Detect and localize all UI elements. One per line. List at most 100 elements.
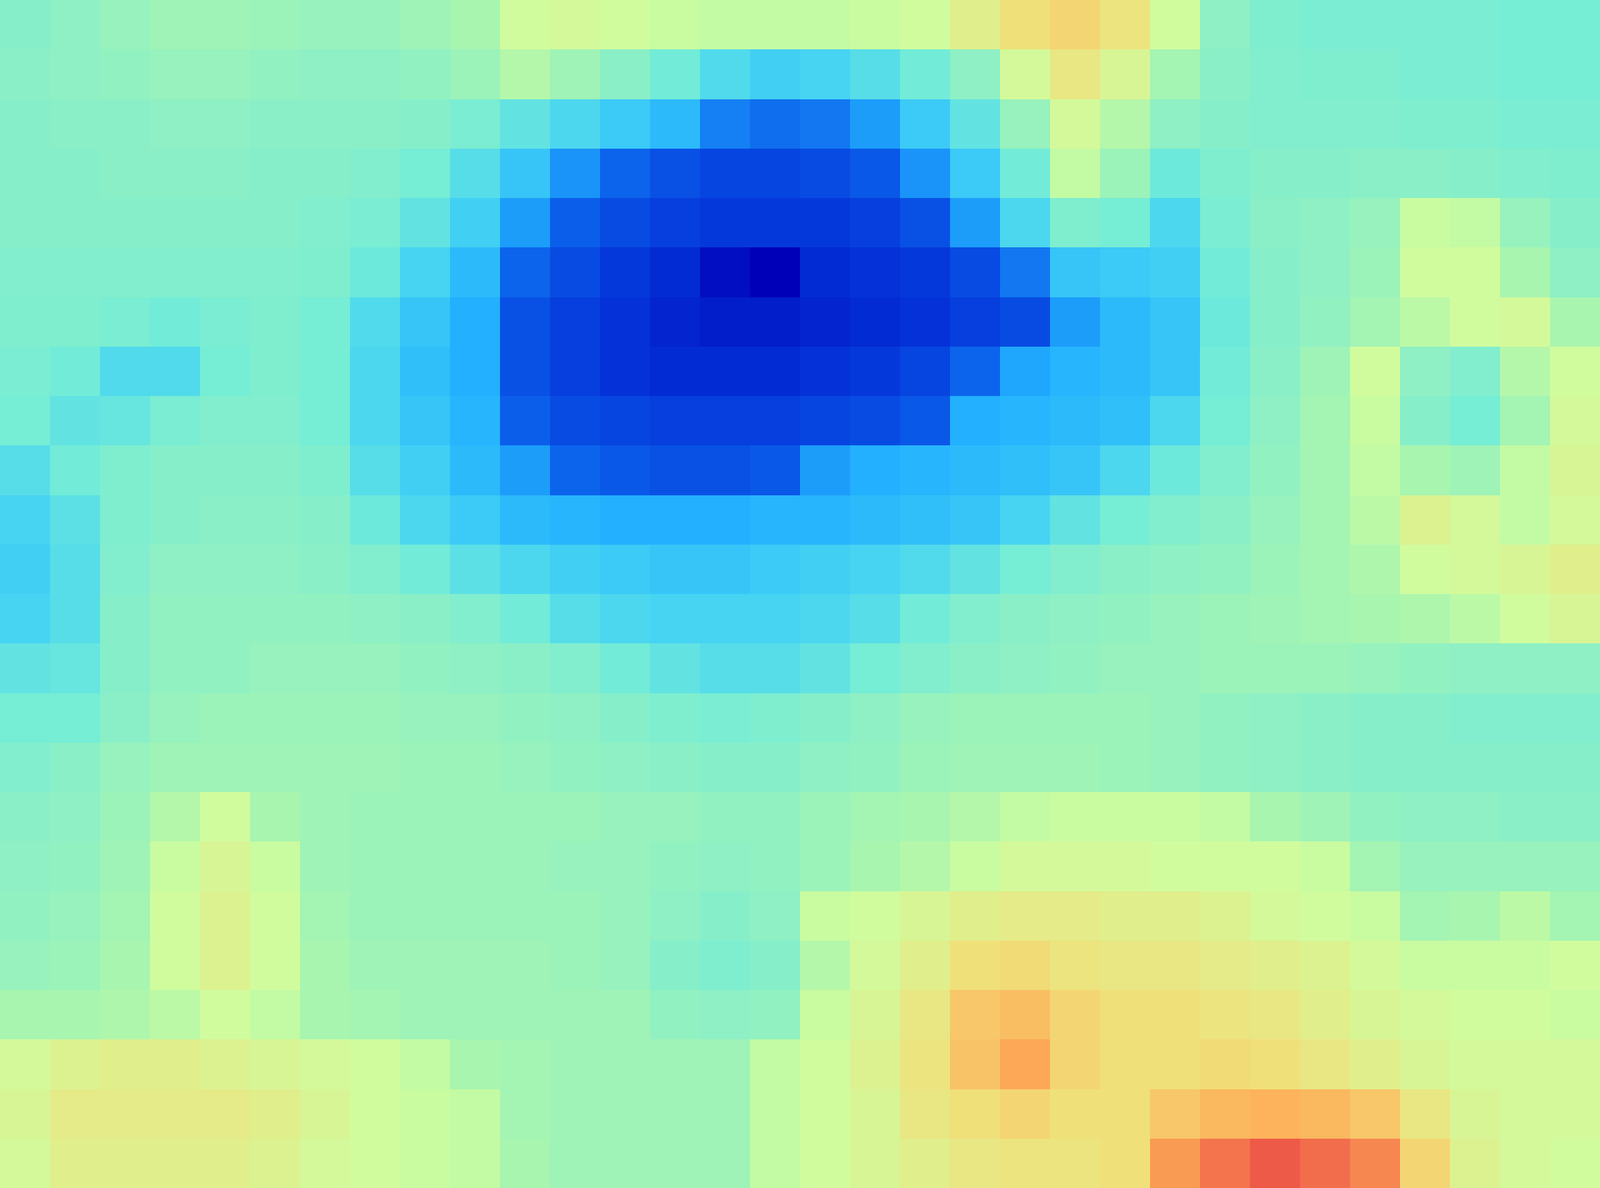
heatmap-cell — [100, 544, 151, 595]
heatmap-cell — [1350, 940, 1401, 991]
heatmap-cell — [750, 990, 801, 1040]
heatmap-cell — [350, 396, 401, 446]
heatmap-cell — [1200, 693, 1251, 744]
heatmap-cell — [800, 0, 851, 50]
heatmap-cell — [1200, 742, 1251, 793]
heatmap-cell — [650, 742, 701, 793]
heatmap-cell — [300, 544, 351, 595]
heatmap-cell — [700, 247, 751, 298]
heatmap-cell — [600, 792, 651, 842]
heatmap-cell — [1250, 396, 1301, 446]
heatmap-cell — [1450, 693, 1501, 744]
heatmap-cell — [1450, 990, 1501, 1040]
heatmap-cell — [550, 643, 601, 694]
heatmap-cell — [1200, 346, 1251, 397]
heatmap-cell — [1400, 198, 1451, 248]
heatmap-cell — [0, 346, 51, 397]
heatmap-cell — [500, 940, 551, 991]
heatmap-cell — [250, 148, 301, 199]
heatmap-cell — [550, 891, 601, 942]
heatmap-cell — [1150, 396, 1201, 446]
heatmap-cell — [1300, 247, 1351, 298]
heatmap-cell — [1100, 297, 1151, 348]
heatmap-cell — [800, 940, 851, 991]
heatmap-cell — [750, 297, 801, 348]
heatmap-cell — [400, 1138, 451, 1188]
heatmap-cell — [650, 643, 701, 694]
heatmap-cell — [1500, 247, 1551, 298]
heatmap-cell — [600, 0, 651, 50]
heatmap-cell — [1250, 792, 1301, 842]
heatmap-cell — [900, 346, 951, 397]
heatmap-cell — [750, 841, 801, 892]
heatmap-cell — [1400, 841, 1451, 892]
heatmap-cell — [500, 1039, 551, 1090]
heatmap-cell — [1500, 594, 1551, 644]
heatmap-cell — [1450, 1089, 1501, 1140]
heatmap-cell — [1250, 99, 1301, 150]
heatmap-cell — [1050, 841, 1101, 892]
heatmap-cell — [150, 445, 201, 496]
heatmap-cell — [50, 247, 101, 298]
heatmap-cell — [450, 445, 501, 496]
heatmap-cell — [700, 495, 751, 546]
heatmap-cell — [550, 1089, 601, 1140]
heatmap-cell — [950, 346, 1001, 397]
heatmap-cell — [900, 445, 951, 496]
heatmap-cell — [600, 297, 651, 348]
heatmap-cell — [100, 891, 151, 942]
heatmap-cell — [500, 0, 551, 50]
heatmap-cell — [900, 841, 951, 892]
heatmap-cell — [1550, 594, 1600, 644]
heatmap-cell — [550, 148, 601, 199]
heatmap-cell — [1550, 990, 1600, 1040]
heatmap-cell — [1100, 0, 1151, 50]
heatmap-cell — [400, 1039, 451, 1090]
heatmap-cell — [450, 148, 501, 199]
heatmap-cell — [150, 792, 201, 842]
heatmap-cell — [800, 594, 851, 644]
heatmap-cell — [100, 445, 151, 496]
heatmap-cell — [700, 297, 751, 348]
heatmap-cell — [250, 346, 301, 397]
heatmap-cell — [950, 1089, 1001, 1140]
heatmap-cell — [450, 1138, 501, 1188]
heatmap-cell — [100, 1039, 151, 1090]
heatmap-cell — [750, 742, 801, 793]
heatmap-cell — [500, 346, 551, 397]
heatmap-cell — [200, 346, 251, 397]
heatmap-cell — [300, 594, 351, 644]
heatmap-cell — [1400, 396, 1451, 446]
heatmap-cell — [1150, 49, 1201, 100]
heatmap-cell — [1400, 346, 1451, 397]
heatmap-cell — [1200, 643, 1251, 694]
heatmap-cell — [200, 940, 251, 991]
heatmap-cell — [150, 544, 201, 595]
heatmap-cell — [50, 1089, 101, 1140]
heatmap-cell — [1200, 544, 1251, 595]
heatmap-cell — [1550, 99, 1600, 150]
heatmap-cell — [300, 643, 351, 694]
heatmap-cell — [1400, 1138, 1451, 1188]
heatmap-cell — [0, 594, 51, 644]
heatmap-cell — [1100, 445, 1151, 496]
heatmap-cell — [100, 792, 151, 842]
heatmap-cell — [50, 643, 101, 694]
heatmap-cell — [550, 940, 601, 991]
heatmap-cell — [50, 1138, 101, 1188]
heatmap-cell — [150, 990, 201, 1040]
heatmap-cell — [1250, 297, 1301, 348]
heatmap-cell — [250, 495, 301, 546]
heatmap-cell — [1450, 544, 1501, 595]
heatmap-cell — [1050, 49, 1101, 100]
heatmap-cell — [1400, 990, 1451, 1040]
heatmap-cell — [850, 49, 901, 100]
heatmap-cell — [0, 445, 51, 496]
heatmap-cell — [300, 693, 351, 744]
heatmap-cell — [400, 495, 451, 546]
heatmap-cell — [1200, 940, 1251, 991]
heatmap-cell — [200, 0, 251, 50]
heatmap-cell — [1400, 544, 1451, 595]
heatmap-cell — [1050, 544, 1101, 595]
heatmap-cell — [100, 396, 151, 446]
